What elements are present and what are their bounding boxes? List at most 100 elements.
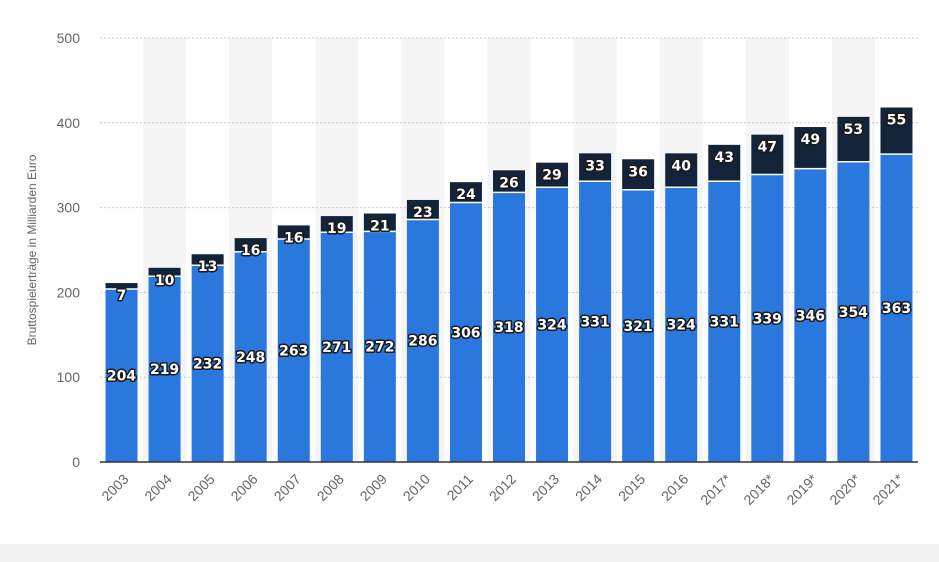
data-label: 10 — [155, 273, 175, 289]
x-tick-label: 2019* — [783, 470, 821, 508]
bar-segment-1-2004 — [148, 267, 181, 277]
data-label: 16 — [241, 243, 260, 259]
bar-segment-0-2011 — [449, 202, 482, 462]
data-label: 331 — [710, 315, 739, 331]
x-tick-label: 2020* — [826, 470, 864, 508]
y-tick-label: 0 — [72, 454, 80, 470]
x-axis-ticks: 2003 2004 2005 2006 2007 2008 2009 2010 2011 2012… — [98, 470, 907, 508]
y-tick-label: 100 — [57, 369, 81, 385]
data-label: 40 — [671, 158, 691, 174]
bar-segment-0-2012 — [493, 192, 525, 462]
bar-segment-0-2006 — [234, 251, 267, 462]
bar-segment-0-2018* — [751, 174, 784, 462]
x-tick-label: 2005 — [184, 471, 217, 504]
bars: 204 7 219 10 232 13 248 16 263 16 271 19 272 21 286 23 3… — [105, 107, 913, 463]
y-tick-label: 500 — [57, 30, 81, 46]
bar-segment-0-2020* — [837, 161, 870, 463]
bar-segment-0-2014 — [579, 181, 612, 462]
bar-segment-1-2008 — [320, 216, 353, 233]
x-tick-label: 2003 — [98, 471, 131, 504]
y-tick-label: 400 — [57, 115, 81, 131]
x-tick-label: 2014 — [572, 471, 605, 504]
data-label: 272 — [365, 340, 394, 356]
bar-segment-0-2005 — [191, 265, 224, 462]
data-label: 263 — [279, 343, 308, 359]
bar-segment-1-2018* — [751, 134, 784, 175]
x-tick-label: 2017* — [697, 470, 735, 508]
data-label: 7 — [117, 288, 127, 304]
x-tick-label: 2006 — [227, 471, 260, 504]
bar-segment-1-2021* — [880, 107, 913, 155]
data-label: 23 — [413, 205, 432, 221]
data-label: 16 — [284, 230, 303, 246]
data-label: 33 — [585, 158, 604, 174]
x-tick-label: 2004 — [141, 471, 174, 504]
data-label: 36 — [628, 164, 647, 180]
data-label: 13 — [198, 259, 217, 275]
x-tick-label: 2008 — [314, 471, 347, 504]
bar-segment-1-2003 — [105, 283, 138, 290]
y-tick-label: 200 — [57, 284, 81, 300]
data-label: 21 — [370, 219, 389, 235]
data-label: 26 — [499, 175, 518, 191]
data-label: 306 — [451, 325, 480, 341]
x-tick-label: 2007 — [271, 471, 304, 504]
bar-segment-1-2006 — [234, 238, 267, 252]
data-label: 24 — [456, 187, 476, 203]
x-tick-label: 2010 — [400, 471, 433, 504]
data-label: 363 — [882, 301, 911, 317]
data-label: 354 — [839, 305, 868, 321]
bar-segment-0-2003 — [105, 289, 138, 462]
data-label: 232 — [193, 357, 222, 373]
x-tick-label: 2015 — [615, 471, 648, 504]
x-tick-label: 2009 — [357, 471, 390, 504]
data-label: 55 — [887, 113, 906, 129]
data-label: 346 — [796, 308, 825, 324]
data-label: 321 — [624, 319, 653, 335]
bar-segment-1-2019* — [794, 127, 827, 169]
data-label: 29 — [542, 168, 561, 184]
bar-segment-0-2009 — [363, 231, 396, 462]
x-tick-label: 2021* — [869, 470, 907, 508]
y-axis-ticks: 0 100 200 300 400 500 — [57, 30, 81, 470]
data-label: 286 — [408, 334, 437, 350]
x-tick-label: 2013 — [529, 471, 562, 504]
data-label: 331 — [580, 315, 609, 331]
bar-segment-0-2008 — [320, 232, 353, 462]
data-label: 339 — [753, 311, 782, 327]
bar-segment-1-2010 — [406, 199, 439, 220]
bar-segment-0-2010 — [406, 219, 439, 462]
bar-segment-0-2017* — [708, 181, 741, 462]
bar-segment-0-2019* — [794, 168, 827, 463]
x-tick-label: 2012 — [486, 471, 519, 504]
bar-segment-1-2012 — [493, 170, 525, 193]
data-label: 204 — [107, 369, 136, 385]
data-label: 248 — [236, 350, 265, 366]
footer-bar — [0, 544, 939, 562]
bar-segment-0-2004 — [148, 276, 181, 462]
x-tick-label: 2011 — [443, 471, 476, 504]
bar-segment-1-2005 — [191, 254, 224, 266]
data-label: 219 — [150, 362, 179, 378]
data-label: 19 — [327, 221, 346, 237]
bar-segment-1-2020* — [837, 116, 870, 162]
data-label: 49 — [801, 132, 820, 148]
y-tick-label: 300 — [57, 200, 81, 216]
data-label: 47 — [758, 140, 777, 156]
data-label: 271 — [322, 340, 351, 356]
bar-segment-1-2011 — [449, 182, 482, 203]
x-tick-label: 2018* — [740, 470, 778, 508]
bar-segment-1-2014 — [579, 153, 612, 182]
bar-segment-1-2009 — [363, 213, 396, 232]
bar-segment-0-2007 — [277, 238, 310, 462]
bar-segment-0-2015 — [622, 189, 655, 463]
y-axis-label: Bruttospielerträge in Milliarden Euro — [25, 154, 39, 345]
data-label: 43 — [715, 150, 734, 166]
bar-segment-0-2021* — [880, 154, 913, 462]
data-label: 53 — [844, 122, 863, 138]
bar-segment-1-2017* — [708, 144, 741, 182]
bar-segment-1-2015 — [622, 159, 655, 190]
data-label: 324 — [667, 318, 696, 334]
data-label: 318 — [494, 320, 523, 336]
